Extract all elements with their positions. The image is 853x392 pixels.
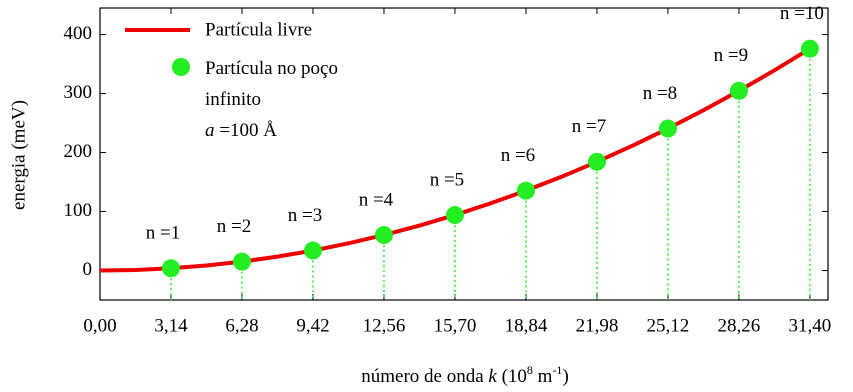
x-axis-label: número de onda k (108 m-1) xyxy=(361,363,569,388)
x-tick-label: 28,26 xyxy=(718,315,761,336)
x-axis-label-part: número de onda xyxy=(361,366,488,387)
point xyxy=(587,152,606,171)
point xyxy=(232,252,251,271)
y-axis-label: energia (meV) xyxy=(8,100,29,210)
y-tick-label: 300 xyxy=(64,82,93,103)
legend-label: Partícula no poço infinito xyxy=(205,58,338,110)
point xyxy=(374,226,393,245)
point-label: n =10 xyxy=(780,3,824,24)
point-label: n =1 xyxy=(146,223,180,244)
x-tick-label: 21,98 xyxy=(576,315,619,336)
x-tick-label: 3,14 xyxy=(154,315,188,336)
point-label: n =8 xyxy=(643,83,677,104)
y-tick-label: 200 xyxy=(64,141,93,162)
legend-swatch xyxy=(172,58,190,76)
point xyxy=(658,119,677,138)
point xyxy=(516,181,535,200)
point xyxy=(445,206,464,225)
legend-label: Partícula livre xyxy=(205,19,312,40)
x-axis-label-part: k xyxy=(488,366,497,387)
x-tick-label: 25,12 xyxy=(647,315,690,336)
x-tick-label: 31,40 xyxy=(789,315,832,336)
x-axis-label-part: ) xyxy=(562,366,568,387)
point-label: n =9 xyxy=(714,45,748,66)
y-tick-label: 400 xyxy=(64,23,93,44)
point-label: n =2 xyxy=(217,216,251,237)
point xyxy=(161,259,180,278)
point xyxy=(729,81,748,100)
point xyxy=(303,241,322,260)
legend-note: =100 Å xyxy=(214,120,277,141)
x-tick-label: 0,00 xyxy=(83,315,116,336)
x-axis-label-part: (10 xyxy=(497,366,527,387)
legend-entry: Partícula no poço infinito a =100 Å xyxy=(205,53,345,146)
x-tick-label: 12,56 xyxy=(363,315,406,336)
x-axis-label-part: m xyxy=(533,366,553,387)
x-tick-label: 15,70 xyxy=(434,315,477,336)
point xyxy=(800,39,819,58)
x-tick-label: 6,28 xyxy=(225,315,258,336)
x-axis-label-part: 8 xyxy=(527,363,533,377)
point-label: n =5 xyxy=(430,169,464,190)
x-tick-label: 18,84 xyxy=(505,315,548,336)
point-label: n =6 xyxy=(501,145,535,166)
x-tick-label: 9,42 xyxy=(296,315,329,336)
point-label: n =7 xyxy=(572,116,606,137)
legend-note-symbol: a xyxy=(205,120,215,141)
point-label: n =3 xyxy=(288,205,322,226)
y-tick-label: 100 xyxy=(64,200,93,221)
y-tick-label: 0 xyxy=(83,259,93,280)
plot-frame xyxy=(99,7,829,301)
x-axis-label-part: -1 xyxy=(552,363,562,377)
point-label: n =4 xyxy=(359,189,394,210)
